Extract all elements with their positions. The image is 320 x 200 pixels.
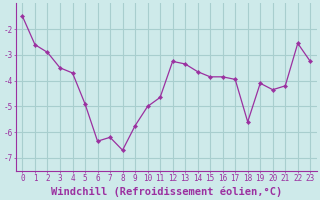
X-axis label: Windchill (Refroidissement éolien,°C): Windchill (Refroidissement éolien,°C) — [51, 186, 282, 197]
